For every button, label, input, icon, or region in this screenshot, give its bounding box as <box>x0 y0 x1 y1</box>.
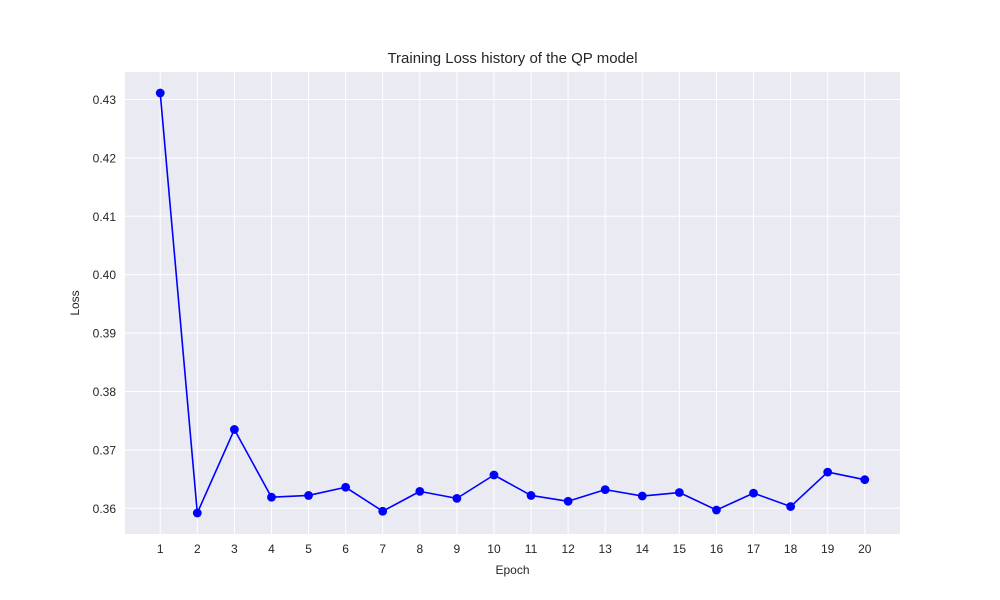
data-point <box>378 506 388 516</box>
y-tick-label: 0.36 <box>93 502 117 516</box>
data-point <box>860 475 870 485</box>
x-tick-label: 10 <box>487 542 501 556</box>
x-tick-label: 13 <box>599 542 613 556</box>
data-point <box>155 88 165 98</box>
data-point <box>526 491 536 500</box>
x-tick-label: 18 <box>784 542 798 556</box>
data-point <box>489 470 499 480</box>
x-tick-label: 3 <box>231 542 238 556</box>
x-tick-label: 4 <box>268 542 275 556</box>
x-tick-label: 6 <box>342 542 349 556</box>
y-tick-label: 0.38 <box>93 385 117 399</box>
y-tick-label: 0.41 <box>93 210 117 224</box>
x-tick-label: 20 <box>858 542 872 556</box>
x-tick-label: 14 <box>636 542 650 556</box>
x-tick-label: 17 <box>747 542 761 556</box>
plot-area <box>125 72 900 534</box>
data-point <box>452 493 462 503</box>
chart-title: Training Loss history of the QP model <box>387 50 637 67</box>
y-tick-labels: 0.36 0.37 0.38 0.39 0.40 0.41 0.42 0.43 <box>93 93 117 516</box>
x-tick-label: 1 <box>157 542 164 556</box>
x-tick-label: 19 <box>821 542 835 556</box>
x-tick-label: 2 <box>194 542 201 556</box>
data-point <box>192 508 202 518</box>
x-tick-label: 11 <box>525 542 538 556</box>
series-line <box>159 92 865 514</box>
data-point <box>749 488 758 498</box>
data-point <box>341 482 351 492</box>
data-point <box>712 505 721 515</box>
data-point <box>304 491 313 500</box>
y-axis-label: Loss <box>68 290 82 315</box>
data-point <box>563 496 573 506</box>
x-tick-labels: 1 2 3 4 5 6 7 8 9 10 11 12 13 14 15 16 17 18 19 20 <box>157 542 872 556</box>
data-point <box>415 486 425 496</box>
x-tick-label: 12 <box>561 542 575 556</box>
data-point <box>267 492 276 502</box>
x-tick-label: 8 <box>416 542 423 556</box>
x-tick-label: 16 <box>710 542 724 556</box>
x-tick-label: 5 <box>305 542 312 556</box>
data-point <box>229 425 239 434</box>
data-point <box>600 485 610 495</box>
data-point <box>823 467 833 477</box>
grid <box>125 72 900 534</box>
data-point <box>674 488 684 497</box>
y-tick-label: 0.43 <box>93 93 117 107</box>
x-tick-label: 9 <box>454 542 461 556</box>
x-tick-label: 7 <box>379 542 386 556</box>
y-tick-label: 0.40 <box>93 268 117 282</box>
x-axis-label: Epoch <box>495 563 529 577</box>
x-tick-label: 15 <box>673 542 687 556</box>
y-tick-label: 0.42 <box>93 151 117 165</box>
series <box>155 88 870 518</box>
data-point <box>786 502 796 511</box>
data-point <box>637 491 647 501</box>
y-tick-label: 0.37 <box>93 443 117 457</box>
y-tick-label: 0.39 <box>93 327 117 341</box>
